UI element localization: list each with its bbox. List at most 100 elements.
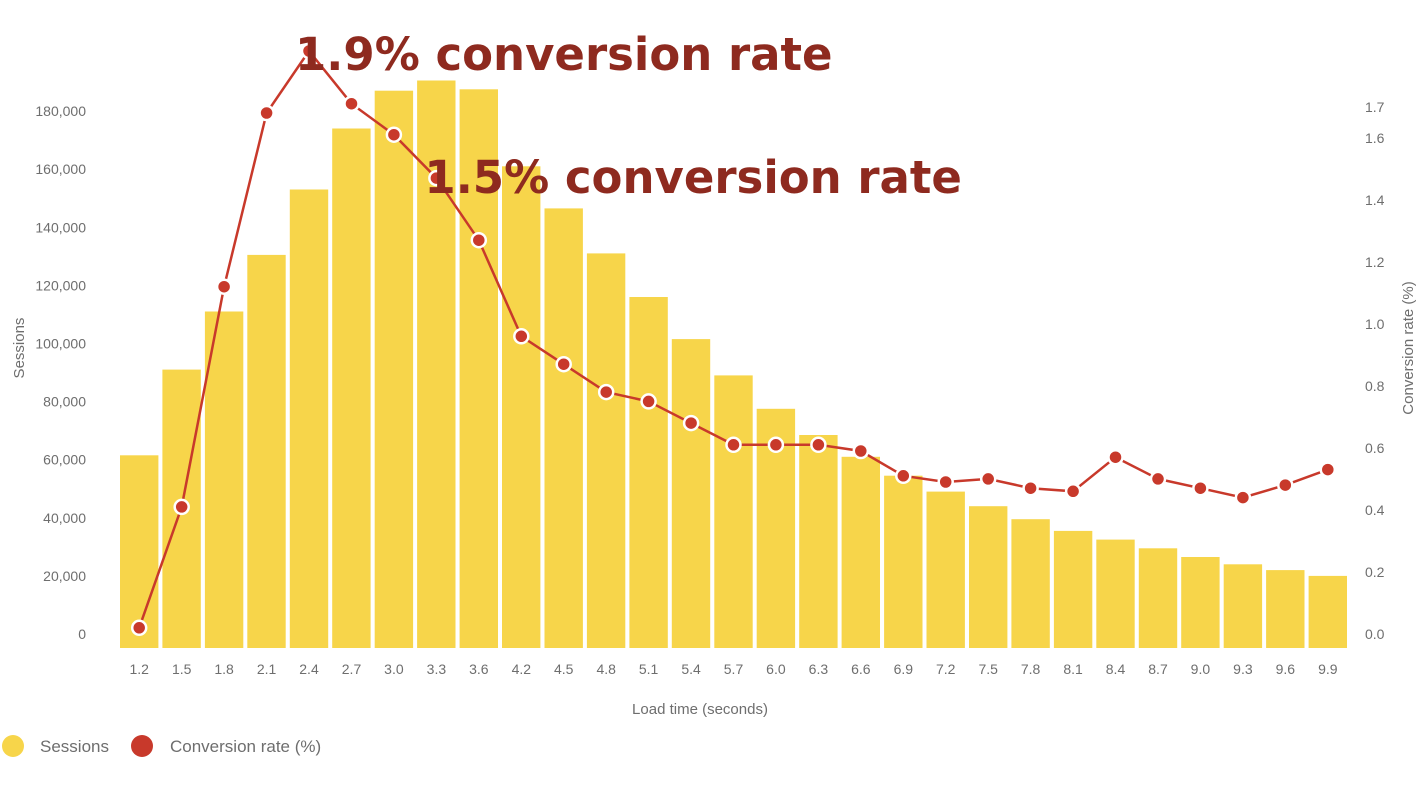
y-tick-label: 0: [78, 626, 86, 642]
y-tick-label: 140,000: [35, 219, 86, 235]
conversion-point-6.0: [767, 436, 785, 454]
bar-sessions-4.8: [586, 253, 626, 648]
conversion-point-3.6: [470, 231, 488, 249]
conversion-point-8.1: [1064, 483, 1082, 500]
conversion-point-5.4: [682, 414, 700, 432]
bar-sessions-1.8: [204, 311, 244, 648]
conversion-point-2.1: [258, 104, 275, 122]
x-tick-label: 7.8: [1021, 661, 1041, 677]
conversion-point-8.4: [1107, 448, 1124, 466]
x-tick-label: 6.6: [851, 661, 871, 677]
x-tick-label: 4.2: [512, 661, 532, 677]
y2-tick-label: 1.4: [1365, 192, 1385, 208]
bar-sessions-7.2: [926, 491, 965, 648]
x-tick-label: 6.9: [894, 661, 914, 677]
y2-tick-label: 1.6: [1365, 130, 1385, 146]
y2-tick-label: 0.6: [1365, 440, 1385, 456]
x-tick-label: 6.3: [809, 661, 829, 677]
legend-label-conversion: Conversion rate (%): [170, 737, 321, 756]
bar-sessions-9.0: [1181, 557, 1220, 648]
conversion-point-7.5: [979, 470, 997, 488]
x-tick-label: 2.4: [299, 661, 319, 677]
x-tick-label: 4.5: [554, 661, 574, 677]
bar-sessions-8.7: [1138, 548, 1178, 648]
conversion-point-6.3: [810, 436, 827, 454]
conversion-point-1.2: [130, 619, 148, 637]
bar-sessions-4.2: [502, 166, 541, 649]
x-tick-label: 7.2: [936, 661, 956, 677]
conversion-point-6.6: [852, 442, 870, 460]
x-tick-label: 2.1: [257, 661, 277, 677]
conversion-point-4.5: [555, 355, 572, 373]
y2-tick-label: 0.2: [1365, 564, 1385, 580]
legend-swatch-conversion: [131, 735, 153, 757]
y-axis-left: 0 20,000 40,000 60,000 80,000 100,000 120,000 1…: [35, 103, 86, 642]
bar-sessions-5.7: [714, 375, 753, 648]
x-tick-label: 7.5: [978, 661, 998, 677]
conversion-point-7.8: [1022, 479, 1039, 497]
conversion-point-4.8: [597, 383, 615, 401]
x-tick-label: 3.6: [469, 661, 489, 677]
x-tick-label: 1.8: [214, 661, 234, 677]
x-tick-label: 1.5: [172, 661, 192, 677]
y-tick-label: 160,000: [35, 161, 86, 177]
annotations: 1.9% conversion rate 1.5% conversion rate: [295, 28, 962, 204]
bar-sessions-2.7: [332, 128, 371, 648]
conversion-point-7.2: [937, 473, 954, 491]
y-axis-right: 0.0 0.2 0.4 0.6 0.8 1.0 1.2 1.4 1.6 1.7: [1365, 99, 1385, 642]
x-tick-label: 3.3: [427, 661, 447, 677]
conversion-point-9.3: [1234, 489, 1252, 506]
y-tick-label: 120,000: [35, 277, 86, 293]
conversion-point-2.7: [343, 95, 360, 112]
x-tick-label: 8.7: [1148, 661, 1168, 677]
conversion-point-9.9: [1319, 461, 1337, 478]
conversion-point-1.8: [215, 278, 233, 295]
bar-sessions-8.1: [1053, 530, 1093, 648]
y-tick-label: 80,000: [43, 394, 86, 410]
bar-sessions-7.5: [969, 506, 1008, 648]
y2-tick-label: 0.0: [1365, 626, 1385, 642]
bar-sessions-9.6: [1266, 570, 1305, 648]
x-tick-label: 9.0: [1191, 661, 1211, 677]
y-tick-label: 60,000: [43, 452, 86, 468]
x-tick-label: 9.3: [1233, 661, 1253, 677]
bar-sessions-9.9: [1308, 575, 1347, 648]
bar-sessions-3.6: [459, 89, 498, 649]
annotation-secondary: 1.5% conversion rate: [424, 151, 962, 204]
conversion-point-1.5: [173, 498, 190, 516]
bar-sessions-6.9: [884, 475, 923, 648]
conversion-point-8.7: [1149, 470, 1167, 488]
x-tick-label: 2.7: [342, 661, 362, 677]
x-tick-label: 1.2: [129, 661, 149, 677]
y-tick-label: 180,000: [35, 103, 86, 119]
y2-axis-title: Conversion rate (%): [1400, 281, 1417, 414]
x-tick-label: 3.0: [384, 661, 404, 677]
conversion-point-3.3: [428, 169, 445, 187]
legend: Sessions Conversion rate (%): [2, 735, 321, 757]
y2-tick-label: 1.7: [1365, 99, 1385, 115]
bar-sessions-3.0: [374, 90, 414, 648]
conversion-point-5.1: [640, 393, 657, 410]
bar-sessions-6.3: [799, 435, 838, 648]
x-tick-label: 5.1: [639, 661, 659, 677]
x-tick-label: 9.6: [1276, 661, 1296, 677]
bar-sessions-7.8: [1011, 519, 1050, 648]
y2-tick-label: 0.8: [1365, 378, 1385, 394]
conversion-point-3.0: [385, 126, 403, 143]
x-tick-label: 8.1: [1063, 661, 1083, 677]
y2-tick-label: 1.2: [1365, 254, 1385, 270]
x-tick-label: 8.4: [1106, 661, 1126, 677]
conversion-point-6.9: [895, 467, 912, 485]
bar-sessions-2.4: [289, 189, 329, 648]
bar-sessions-5.4: [671, 339, 711, 648]
y-tick-label: 40,000: [43, 510, 86, 526]
y2-tick-label: 0.4: [1365, 502, 1385, 518]
x-tick-label: 4.8: [596, 661, 616, 677]
bar-sessions-1.2: [120, 455, 159, 648]
x-tick-label: 5.4: [681, 661, 701, 677]
y-tick-label: 100,000: [35, 336, 86, 352]
bar-sessions-2.1: [247, 254, 286, 648]
y2-tick-label: 1.0: [1365, 316, 1385, 332]
bar-sessions-6.6: [841, 456, 880, 648]
